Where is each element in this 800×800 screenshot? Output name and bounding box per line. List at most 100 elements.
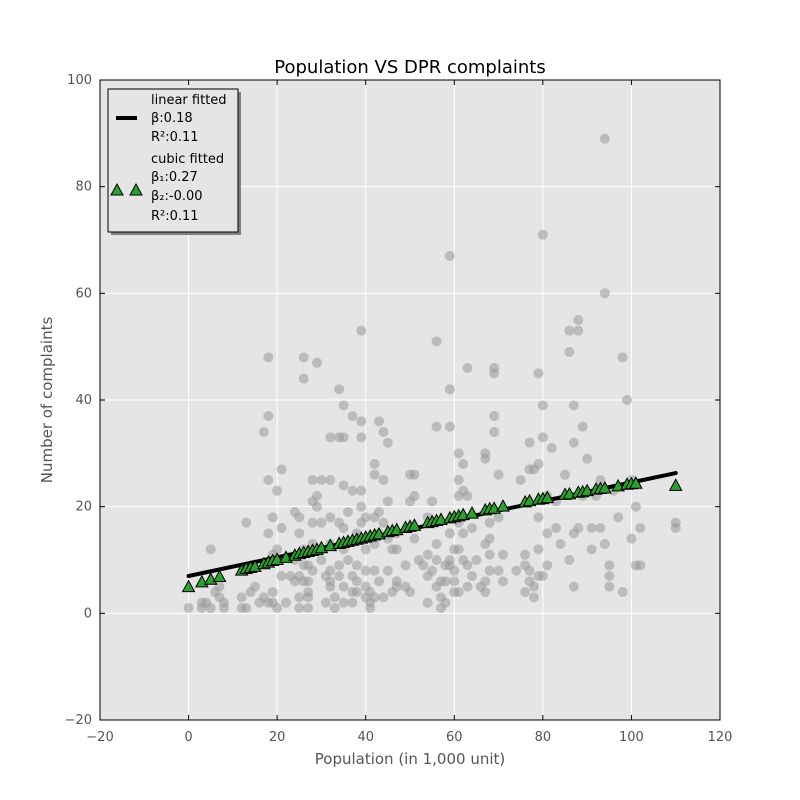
observed-point (533, 459, 544, 469)
observed-point (529, 581, 539, 592)
observed-point (489, 368, 500, 379)
observed-point (356, 325, 367, 336)
observed-point (316, 517, 327, 528)
y-tick-label: 40 (75, 393, 92, 408)
observed-point (400, 560, 411, 571)
observed-point (533, 368, 544, 379)
observed-point (444, 384, 455, 395)
observed-point (586, 523, 597, 533)
y-tick-label: 20 (75, 500, 92, 515)
observed-point (382, 565, 393, 576)
x-axis-label: Population (in 1,000 unit) (315, 750, 506, 768)
observed-point (351, 587, 362, 597)
observed-point (546, 443, 557, 453)
observed-point (312, 501, 322, 512)
observed-point (520, 587, 531, 597)
observed-point (462, 363, 473, 373)
observed-point (360, 544, 371, 555)
observed-point (449, 576, 460, 587)
observed-point (582, 453, 593, 464)
observed-point (338, 432, 349, 443)
observed-point (369, 565, 380, 576)
observed-point (480, 453, 491, 464)
observed-point (338, 523, 349, 533)
observed-point (267, 512, 278, 523)
observed-point (334, 571, 345, 581)
observed-point (524, 437, 535, 448)
observed-point (312, 491, 322, 501)
observed-point (351, 576, 362, 587)
observed-point (560, 469, 570, 480)
observed-point (613, 512, 624, 523)
observed-point (529, 592, 539, 603)
observed-point (564, 347, 575, 357)
observed-point (551, 523, 562, 533)
observed-point (374, 576, 384, 587)
observed-point (325, 512, 336, 523)
y-tick-label: 0 (84, 606, 92, 621)
observed-point (374, 507, 384, 517)
observed-point (484, 549, 495, 560)
observed-point (462, 560, 473, 571)
observed-point (272, 485, 283, 496)
observed-point (338, 400, 349, 411)
observed-point (303, 576, 314, 587)
cubic-fit-marker (496, 499, 510, 512)
x-tick-label: 120 (708, 730, 733, 745)
legend-cubic-r2: R²:0.11 (151, 209, 199, 224)
x-tick-label: 100 (619, 730, 644, 745)
observed-point (524, 565, 535, 576)
observed-point (307, 565, 318, 576)
observed-point (272, 544, 283, 555)
observed-point (484, 517, 495, 528)
observed-point (320, 597, 331, 608)
observed-point (604, 560, 615, 571)
observed-point (298, 373, 309, 384)
observed-point (595, 523, 606, 533)
observed-point (467, 571, 477, 581)
observed-point (219, 603, 229, 613)
observed-point (391, 544, 402, 555)
observed-point (458, 459, 469, 469)
plot-frame (99, 79, 721, 721)
observed-point (444, 251, 455, 261)
observed-point (604, 581, 615, 592)
observed-point (586, 544, 597, 555)
observed-point (312, 357, 322, 368)
axis-ticks: −20 0 20 40 60 80 100 120 −20 0 20 40 60 80 100 (65, 73, 733, 745)
observed-point (378, 592, 389, 603)
observed-point (241, 517, 252, 528)
observed-point (480, 587, 491, 597)
observed-point (484, 565, 495, 576)
observed-point (542, 528, 553, 539)
y-tick-label: 100 (67, 73, 92, 88)
observed-point (409, 491, 420, 501)
observed-point (360, 512, 371, 523)
observed-point (542, 560, 553, 571)
observed-point (263, 352, 274, 363)
cubic-fit-marker (540, 490, 555, 504)
observed-point (343, 507, 353, 517)
observed-point (617, 587, 628, 597)
y-tick-label: 80 (75, 180, 92, 195)
observed-point (533, 544, 544, 555)
observed-point (617, 352, 628, 363)
observed-point (604, 571, 615, 581)
observed-point (489, 427, 500, 437)
y-axis-label: Number of complaints (38, 317, 56, 484)
observed-point (511, 565, 522, 576)
observed-point (378, 427, 389, 437)
observed-points (183, 133, 681, 613)
observed-point (263, 475, 274, 485)
observed-point (635, 523, 646, 533)
cubic-fit-marker (465, 506, 479, 519)
observed-point (458, 528, 469, 539)
observed-point (440, 576, 451, 587)
observed-point (356, 485, 367, 496)
observed-point (267, 587, 278, 597)
observed-point (258, 427, 269, 437)
x-tick-label: 20 (269, 730, 286, 745)
observed-point (498, 576, 508, 587)
observed-point (391, 581, 402, 592)
